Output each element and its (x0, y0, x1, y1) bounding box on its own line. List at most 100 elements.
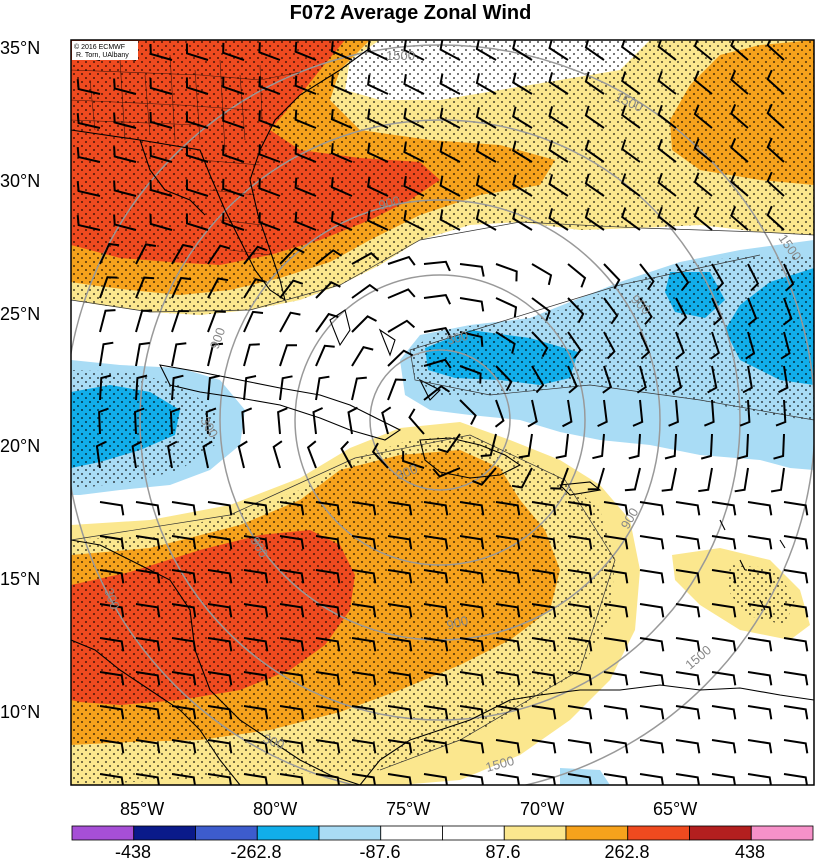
wind-barb (351, 739, 377, 754)
wind-barb (243, 671, 269, 686)
wind-barb (185, 111, 209, 129)
wind-barb (531, 297, 551, 322)
wind-barb (603, 297, 619, 325)
wind-barb (423, 326, 452, 338)
wind-barb (495, 637, 521, 652)
wind-barb (511, 467, 533, 489)
wind-barb (243, 343, 260, 367)
wind-barb (661, 467, 677, 492)
wind-barb (243, 603, 269, 618)
wind-barb (531, 569, 557, 584)
wind-barb (603, 705, 629, 720)
wind-barb (707, 365, 718, 394)
colorbar-tick-labels: -438 -262.8 -87.6 87.6 262.8 438 (115, 842, 765, 862)
wind-barb (135, 637, 161, 652)
wind-barb (475, 141, 497, 163)
wind-barb (279, 603, 305, 618)
wind-barb (351, 535, 377, 550)
wind-barb (279, 671, 305, 686)
wind-barb (294, 177, 317, 197)
coastlines (71, 47, 814, 785)
wind-barb (459, 773, 484, 785)
colorbar-segment (627, 825, 690, 841)
wind-barb (315, 773, 340, 785)
wind-barb (315, 375, 330, 401)
wind-barb (603, 671, 629, 686)
wind-barb (423, 385, 451, 401)
lat-label: 30°N (0, 171, 40, 191)
wind-barb (621, 207, 641, 231)
wind-barb (711, 501, 737, 516)
wind-barb (423, 358, 452, 369)
wind-barb (243, 375, 257, 401)
wind-barb (99, 671, 125, 686)
lon-label: 70°W (520, 799, 564, 819)
wind-barb (639, 671, 665, 686)
wind-barb (439, 73, 461, 95)
wind-barb (693, 172, 713, 197)
wind-barb (272, 440, 283, 469)
wind-barb (403, 74, 425, 95)
wind-barb (459, 535, 485, 550)
wind-barb (367, 74, 389, 95)
wind-barb (315, 535, 341, 550)
wind-barb (783, 501, 809, 516)
wind-barb (512, 72, 533, 95)
wind-barb (775, 399, 787, 427)
wind-barb (783, 603, 809, 618)
wind-barb (222, 76, 245, 95)
wind-barb (675, 671, 701, 686)
wind-barb (243, 535, 269, 550)
wind-barb (315, 249, 343, 265)
wind-barb (135, 276, 155, 299)
wind-barb (567, 603, 593, 618)
ring-label: 1500 (484, 753, 516, 775)
wind-barb (171, 535, 197, 550)
wind-barb (734, 467, 749, 493)
wind-barb (171, 773, 196, 785)
colorbar-segment (442, 825, 505, 841)
wind-barb (432, 467, 461, 478)
wind-barb (207, 569, 233, 584)
wind-barb (766, 103, 785, 129)
wind-barb (135, 603, 161, 618)
wind-barb (258, 144, 281, 163)
wind-barb (698, 467, 713, 493)
wind-barb (512, 174, 533, 197)
wind-barb (675, 637, 701, 652)
wind-barb (222, 178, 245, 197)
state-boundaries (71, 54, 301, 256)
wind-barb (747, 739, 773, 754)
wind-barb (747, 569, 773, 584)
wind-barb (131, 440, 142, 469)
wind-barb (149, 145, 173, 163)
wind-barb (567, 365, 578, 394)
colorbar-tick: 438 (735, 842, 765, 862)
wind-barb (315, 671, 341, 686)
wind-barb (237, 440, 248, 469)
wind-barb (403, 40, 425, 61)
wind-barb (495, 365, 513, 392)
wind-barb (99, 341, 114, 367)
wind-barb (258, 110, 281, 129)
wind-barb (495, 739, 521, 754)
wind-barb (783, 637, 809, 652)
wind-barb (99, 501, 125, 516)
wind-barb (149, 43, 173, 61)
wind-barb (387, 705, 413, 720)
wind-barb (639, 705, 665, 720)
ring-label: 900 (445, 613, 470, 633)
wind-barb (512, 106, 533, 129)
wind-barb (149, 213, 173, 231)
wind-barb (330, 143, 353, 163)
wind-barb (387, 319, 416, 333)
wind-barb (387, 378, 406, 401)
wind-barb (135, 739, 161, 754)
wind-barb (693, 40, 713, 61)
wind-barb (711, 705, 737, 720)
wind-barb (258, 178, 281, 197)
wind-barb (294, 211, 317, 231)
wind-barb (459, 671, 485, 686)
wind-barb (135, 569, 161, 584)
colorbar-segment (380, 825, 443, 841)
